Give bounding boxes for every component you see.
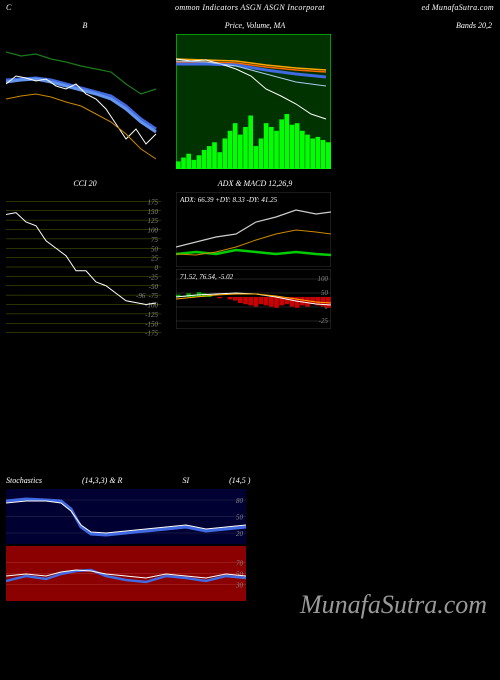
svg-text:50: 50 bbox=[151, 245, 159, 253]
svg-text:-96: -96 bbox=[136, 292, 146, 300]
price-title: Price, Volume, MA bbox=[170, 19, 340, 32]
stoch-label-r: (14,5 ) bbox=[229, 476, 250, 485]
svg-text:-75: -75 bbox=[149, 292, 159, 300]
header-left: C bbox=[6, 3, 12, 12]
svg-text:-150: -150 bbox=[145, 320, 158, 328]
stoch-label-m: (14,3,3) & R bbox=[82, 476, 122, 485]
bollinger-title: B bbox=[0, 19, 170, 32]
header-center: ommon Indicators ASGN ASGN Incorporat bbox=[175, 3, 325, 12]
cci-chart: 175 150125 1007550 250-25 -50-75 -100-125-150… bbox=[6, 192, 164, 342]
header-right: ed MunafaSutra.com bbox=[421, 3, 494, 12]
svg-text:75: 75 bbox=[151, 236, 159, 244]
svg-text:125: 125 bbox=[148, 217, 159, 225]
svg-text:25: 25 bbox=[151, 255, 159, 263]
svg-text:30: 30 bbox=[235, 582, 244, 590]
svg-text:150: 150 bbox=[148, 208, 159, 216]
svg-text:-100: -100 bbox=[145, 302, 158, 310]
stoch-chart: 80 50 20 bbox=[6, 489, 256, 544]
page-header: C ommon Indicators ASGN ASGN Incorporat … bbox=[0, 0, 500, 15]
bands-label: Bands 20,2 bbox=[340, 19, 500, 32]
svg-text:50: 50 bbox=[321, 289, 329, 297]
svg-text:-175: -175 bbox=[145, 330, 158, 338]
rsi-chart: 705030 bbox=[6, 546, 256, 601]
svg-text:ADX: 66.39 +DY: 8.33 -DY: 41: ADX: 66.39 +DY: 8.33 -DY: 41.25 bbox=[179, 196, 278, 204]
svg-text:20: 20 bbox=[236, 530, 244, 538]
svg-text:-125: -125 bbox=[145, 311, 158, 319]
svg-text:71.52, 76.54, -5.02: 71.52, 76.54, -5.02 bbox=[180, 273, 234, 281]
svg-text:175: 175 bbox=[148, 198, 159, 206]
adx-chart: ADX: 66.39 +DY: 8.33 -DY: 41.25 bbox=[176, 192, 334, 267]
svg-text:80: 80 bbox=[236, 497, 244, 505]
svg-text:50: 50 bbox=[236, 514, 244, 522]
svg-text:100: 100 bbox=[318, 275, 329, 283]
price-volume-chart bbox=[176, 34, 334, 169]
stoch-label-l: Stochastics bbox=[6, 476, 42, 485]
svg-text:70: 70 bbox=[236, 560, 244, 568]
svg-text:100: 100 bbox=[148, 227, 159, 235]
svg-text:-25: -25 bbox=[319, 317, 329, 325]
stoch-label-m2: SI bbox=[182, 476, 189, 485]
cci-title: CCI 20 bbox=[0, 177, 170, 190]
macd-chart: 100500-2571.52, 76.54, -5.02 bbox=[176, 269, 334, 329]
stoch-title: Stochastics (14,3,3) & R SI (14,5 ) bbox=[6, 474, 256, 487]
adx-title: ADX & MACD 12,26,9 bbox=[170, 177, 340, 190]
bollinger-chart bbox=[6, 34, 164, 169]
svg-text:0: 0 bbox=[155, 264, 159, 272]
svg-text:-25: -25 bbox=[149, 273, 159, 281]
svg-text:-50: -50 bbox=[149, 283, 159, 291]
